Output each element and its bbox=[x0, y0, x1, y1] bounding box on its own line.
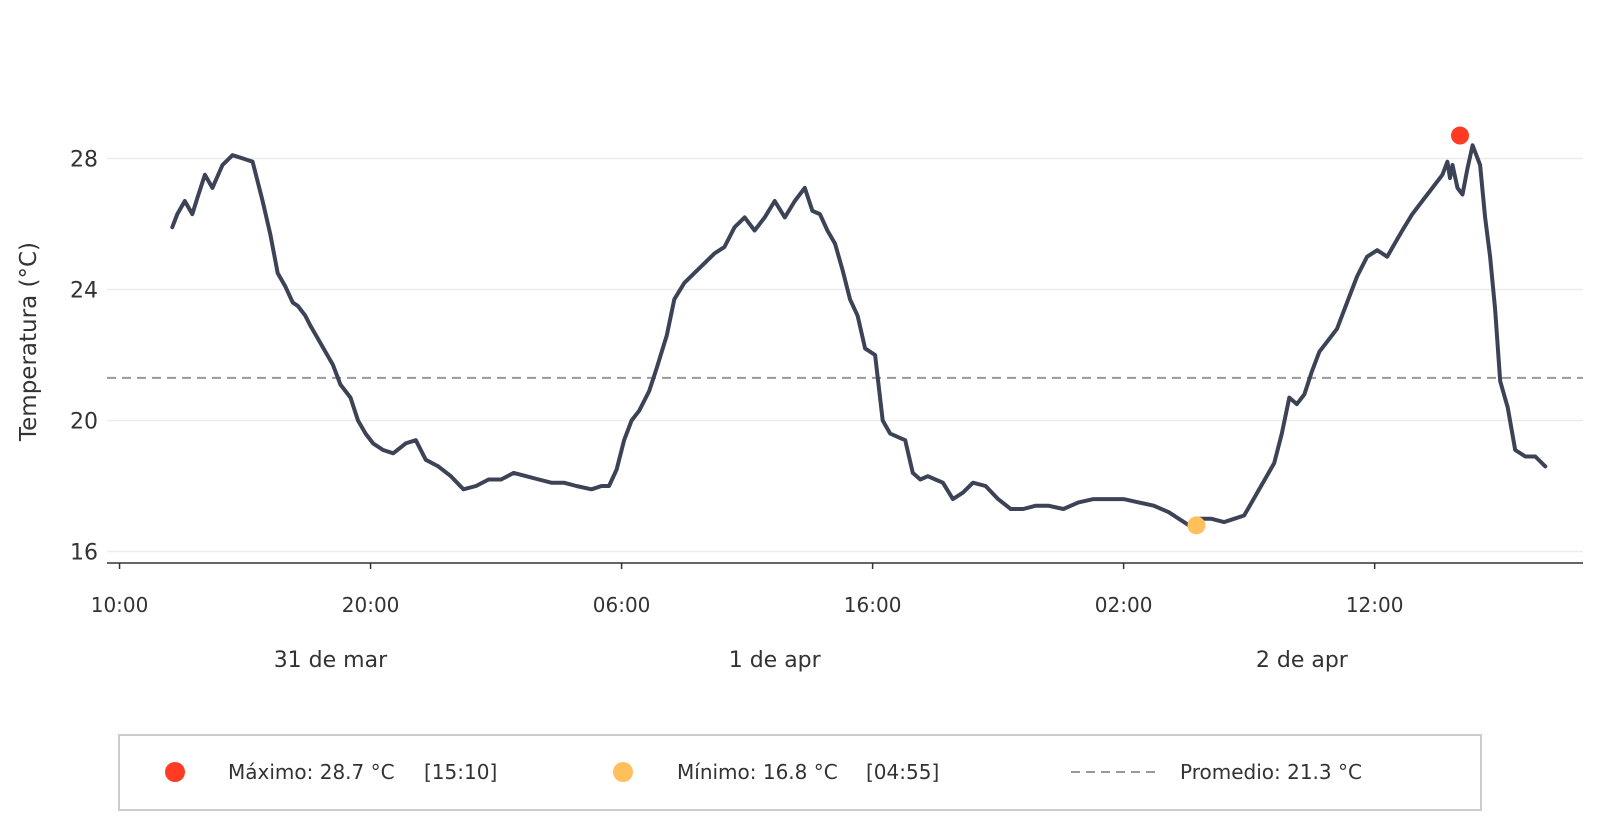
x-tick-label: 06:00 bbox=[593, 593, 651, 617]
grid-lines bbox=[107, 157, 1583, 553]
y-tick-label: 28 bbox=[70, 147, 98, 172]
max-point-marker bbox=[1451, 126, 1469, 145]
legend-mean-label: Promedio: 21.3 °C bbox=[1180, 760, 1362, 784]
legend: Máximo: 28.7 °C [15:10] Mínimo: 16.8 °C … bbox=[118, 734, 1482, 811]
y-tick-label: 16 bbox=[70, 541, 98, 566]
legend-min-label: Mínimo: 16.8 °C bbox=[677, 760, 838, 784]
temperature-series-line bbox=[170, 143, 1548, 528]
x-tick-label: 10:00 bbox=[91, 593, 149, 617]
x-tick-label: 16:00 bbox=[844, 593, 902, 617]
y-tick-label: 20 bbox=[70, 410, 98, 435]
x-tick-label: 12:00 bbox=[1346, 593, 1404, 617]
y-axis-label: Temperatura (°C) bbox=[16, 242, 42, 442]
date-label: 1 de apr bbox=[729, 648, 822, 673]
axes: 16 20 24 28 10:00 20:00 06:00 16:00 02:00 12:00 31… bbox=[70, 147, 1583, 673]
x-tick-label: 02:00 bbox=[1095, 593, 1153, 617]
date-label: 2 de apr bbox=[1256, 648, 1349, 673]
legend-max-time: [15:10] bbox=[424, 760, 497, 784]
legend-frame bbox=[118, 734, 1482, 811]
date-label: 31 de mar bbox=[274, 648, 388, 673]
y-tick-label: 24 bbox=[70, 278, 98, 303]
legend-max-icon bbox=[165, 762, 185, 782]
min-point-marker bbox=[1187, 516, 1206, 535]
x-tick-label: 20:00 bbox=[342, 593, 400, 617]
legend-min-time: [04:55] bbox=[866, 760, 939, 784]
legend-min-icon bbox=[613, 762, 633, 782]
legend-max-label: Máximo: 28.7 °C bbox=[228, 760, 395, 784]
